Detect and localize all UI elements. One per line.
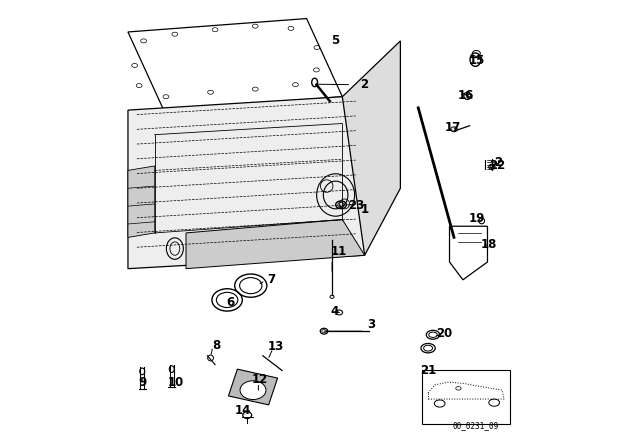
Text: 15: 15 (469, 55, 485, 68)
Text: 17: 17 (445, 121, 461, 134)
Text: 14: 14 (235, 404, 252, 417)
Ellipse shape (240, 381, 266, 400)
Polygon shape (128, 166, 155, 237)
Text: 12: 12 (252, 373, 268, 386)
Text: 22: 22 (489, 159, 506, 172)
Text: 1: 1 (360, 203, 369, 216)
Polygon shape (186, 220, 365, 269)
Text: 8: 8 (212, 339, 220, 352)
Text: 2: 2 (495, 156, 502, 169)
Text: 19: 19 (469, 212, 485, 225)
Text: 13: 13 (268, 340, 284, 353)
Polygon shape (128, 18, 342, 110)
Text: 20: 20 (436, 327, 452, 340)
Bar (422, 370, 510, 424)
Text: 21: 21 (420, 364, 436, 377)
Polygon shape (342, 41, 401, 255)
Text: 18: 18 (481, 237, 497, 250)
Text: 7: 7 (267, 273, 275, 286)
Text: 4: 4 (331, 305, 339, 318)
Text: 00_0231_09: 00_0231_09 (452, 422, 499, 431)
Polygon shape (449, 226, 488, 280)
Text: 10: 10 (168, 376, 184, 389)
Text: 6: 6 (227, 296, 235, 309)
Polygon shape (128, 97, 365, 269)
Text: 5: 5 (332, 34, 340, 47)
Polygon shape (228, 369, 278, 405)
Text: 11: 11 (331, 245, 347, 258)
Text: 16: 16 (458, 89, 474, 102)
Text: 23: 23 (349, 199, 365, 212)
Text: 9: 9 (139, 376, 147, 389)
Text: 2: 2 (360, 78, 368, 91)
Text: 3: 3 (367, 318, 376, 331)
